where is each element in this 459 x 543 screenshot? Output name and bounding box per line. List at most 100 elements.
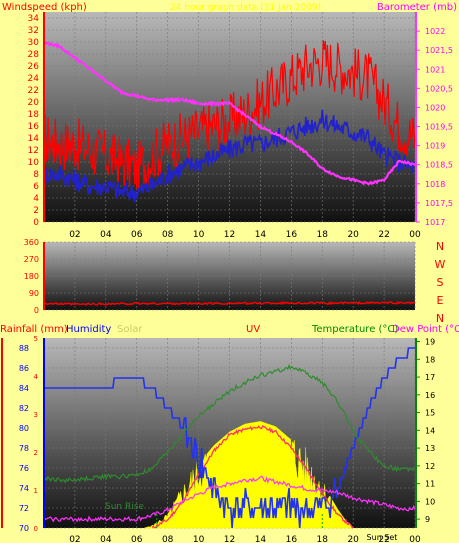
- temperature-y-tick-label: 18: [425, 355, 435, 364]
- wind-y-tick-label: 2: [33, 206, 39, 216]
- humidity-label: Humidity: [66, 324, 111, 335]
- humidity-y-tick-label: 86: [19, 364, 29, 373]
- wind-y-tick-label: 4: [33, 194, 39, 204]
- humidity-y-tick-label: 78: [19, 444, 29, 453]
- wind-x-tick-label: 02: [69, 230, 80, 240]
- climate-x-tick-label: 10: [193, 535, 205, 543]
- direction-y-tick-label: 0: [34, 306, 39, 315]
- wind-y-tick-label: 26: [28, 62, 40, 72]
- rain-y-tick-label: 5: [34, 335, 38, 343]
- wind-x-ticks: 02 04 06 08 10 12 14 16 18 20 22 00: [69, 230, 421, 240]
- direction-y-ticks: 0 90 180 270 360: [24, 238, 39, 315]
- sunrise-annotation: Sun Rise: [105, 502, 144, 512]
- wind-y-tick-label: 34: [28, 14, 40, 24]
- climate-x-tick-label: 08: [162, 535, 174, 543]
- humidity-y-tick-label: 70: [19, 524, 29, 533]
- compass-label: S: [437, 276, 444, 289]
- uv-line: [151, 425, 354, 529]
- climate-x-tick-label: 12: [224, 535, 235, 543]
- barometer-y-tick-label: 1019,5: [425, 123, 453, 132]
- compass-label: W: [435, 258, 446, 271]
- wind-y-tick-label: 8: [33, 170, 39, 180]
- wind-y-tick-label: 0: [33, 218, 39, 228]
- chart-title: 24 hour graph data (31 Jan 2009): [170, 3, 321, 13]
- direction-series: [43, 300, 416, 306]
- temperature-label: Temperature (°C): [311, 324, 398, 335]
- climate-x-ticks: 02 04 06 08 10 12 14 16 18 20 22 00: [69, 535, 421, 543]
- wind-y-tick-label: 12: [28, 146, 39, 156]
- compass-label: N: [436, 240, 444, 253]
- temperature-y-tick-label: 13: [425, 444, 435, 453]
- temperature-y-tick-label: 16: [425, 391, 435, 400]
- wind-x-tick-label: 12: [224, 230, 235, 240]
- barometer-y-tick-label: 1020: [425, 103, 445, 112]
- temperature-line: [43, 363, 416, 484]
- dew-point-line: [43, 475, 416, 523]
- wind-x-tick-label: 18: [317, 230, 329, 240]
- wind-y-tick-label: 20: [28, 98, 40, 108]
- rain-y-tick-label: 1: [34, 487, 38, 495]
- wind-y-tick-label: 10: [28, 158, 40, 168]
- wind-x-tick-label: 16: [286, 230, 298, 240]
- climate-x-tick-label: 14: [255, 535, 267, 543]
- compass-label: E: [437, 294, 444, 307]
- barometer-y-tick-label: 1021,5: [425, 46, 453, 55]
- direction-y-tick-label: 180: [24, 272, 39, 281]
- barometer-axis-label: Barometer (mb): [377, 2, 457, 13]
- climate-x-tick-label: 00: [409, 535, 421, 543]
- solar-label: Solar: [117, 324, 143, 335]
- humidity-y-ticks: 70 72 74 76 78 80 82 84 86 88: [19, 344, 29, 533]
- direction-grid: [44, 241, 416, 311]
- barometer-y-tick-label: 1020,5: [425, 84, 453, 93]
- rain-y-ticks: 0 1 2 3 4 5: [34, 335, 39, 533]
- temperature-y-tick-label: 14: [425, 426, 435, 435]
- uv-label: UV: [246, 324, 260, 335]
- barometer-y-tick-label: 1017: [425, 218, 445, 227]
- wind-direction-line: [43, 300, 416, 306]
- barometer-y-tick-label: 1018: [425, 180, 445, 189]
- wind-y-tick-label: 18: [28, 110, 40, 120]
- climate-x-tick-label: 04: [100, 535, 112, 543]
- temperature-y-ticks: 9 10 11 12 13 14 15 16 17 18 19: [416, 338, 435, 524]
- barometer-y-tick-label: 1019: [425, 142, 445, 151]
- temperature-y-tick-label: 15: [425, 409, 435, 418]
- wind-axis-label: Windspeed (kph): [2, 2, 87, 13]
- temperature-y-tick-label: 11: [425, 480, 435, 489]
- direction-y-tick-label: 90: [29, 289, 39, 298]
- wind-x-tick-label: 06: [131, 230, 143, 240]
- climate-series: [43, 347, 416, 529]
- wind-y-tick-label: 28: [28, 50, 40, 60]
- compass-label: N: [436, 312, 444, 325]
- wind-x-tick-label: 22: [378, 230, 389, 240]
- rainfall-label: Rainfall (mm): [0, 324, 68, 335]
- wind-average-line: [43, 109, 416, 203]
- direction-y-tick-label: 270: [24, 255, 39, 264]
- wind-y-tick-label: 14: [28, 134, 40, 144]
- wind-x-tick-label: 20: [347, 230, 359, 240]
- wind-gust-line: [43, 40, 416, 192]
- wind-x-tick-label: 08: [162, 230, 174, 240]
- barometer-y-tick-label: 1021: [425, 65, 445, 74]
- wind-x-tick-label: 10: [193, 230, 205, 240]
- rain-y-tick-label: 0: [34, 525, 38, 533]
- barometer-y-tick-label: 1022: [425, 27, 445, 36]
- temperature-y-tick-label: 12: [425, 462, 435, 471]
- climate-x-tick-label: 02: [69, 535, 80, 543]
- temperature-y-tick-label: 9: [425, 515, 430, 524]
- barometer-y-tick-label: 1017,5: [425, 199, 453, 208]
- wind-y-tick-label: 6: [33, 182, 39, 192]
- humidity-y-tick-label: 76: [19, 464, 29, 473]
- wind-x-tick-label: 14: [255, 230, 267, 240]
- humidity-y-tick-label: 72: [19, 504, 29, 513]
- rain-y-tick-label: 4: [34, 373, 39, 381]
- humidity-y-tick-label: 82: [19, 404, 29, 413]
- solar-area: [144, 421, 354, 529]
- sunset-annotation: Sun Set: [367, 533, 398, 542]
- wind-y-tick-label: 22: [28, 86, 39, 96]
- climate-x-tick-label: 22: [378, 535, 389, 543]
- direction-y-tick-label: 360: [24, 238, 39, 247]
- wind-x-tick-label: 00: [409, 230, 421, 240]
